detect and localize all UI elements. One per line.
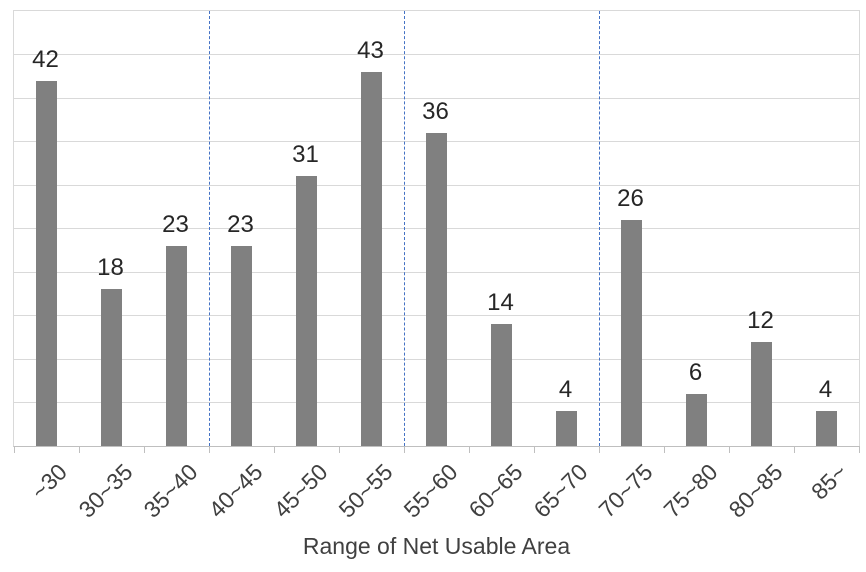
value-label: 31 <box>292 141 319 169</box>
value-label: 4 <box>818 376 833 404</box>
bar <box>491 324 512 446</box>
value-label: 12 <box>747 306 774 334</box>
bar <box>556 411 577 446</box>
x-axis-tick <box>663 446 665 453</box>
bar <box>101 289 122 446</box>
bar <box>426 132 447 446</box>
category-label: 75~80 <box>658 458 723 523</box>
category-label: 55~60 <box>398 458 463 523</box>
category-label: 30~35 <box>73 458 138 523</box>
x-axis-tick <box>728 446 730 453</box>
separator-line <box>208 11 210 446</box>
x-axis-title: Range of Net Usable Area <box>302 533 571 559</box>
x-axis-tick <box>598 446 600 453</box>
bar <box>231 245 252 446</box>
value-label: 42 <box>32 45 59 73</box>
bar <box>816 411 837 446</box>
category-label: 85~ <box>806 458 853 505</box>
bar <box>166 245 187 446</box>
value-label: 18 <box>97 254 124 282</box>
category-label: 65~70 <box>528 458 593 523</box>
gridline <box>14 54 859 55</box>
value-label: 43 <box>357 36 384 64</box>
x-axis-tick <box>468 446 470 453</box>
category-label: 60~65 <box>463 458 528 523</box>
gridline <box>14 97 859 99</box>
value-label: 14 <box>487 289 514 317</box>
category-label: 35~40 <box>138 458 203 523</box>
value-label: 23 <box>227 210 254 238</box>
category-label: 45~50 <box>268 458 333 523</box>
x-axis-tick <box>13 446 15 453</box>
bar <box>621 219 642 446</box>
x-axis-tick <box>858 446 860 453</box>
value-label: 6 <box>688 358 703 386</box>
x-axis-tick <box>78 446 80 453</box>
separator-line <box>598 11 600 446</box>
x-axis-tick <box>533 446 535 453</box>
category-label: 80~85 <box>723 458 788 523</box>
category-label: 50~55 <box>333 458 398 523</box>
x-axis-tick <box>208 446 210 453</box>
value-label: 36 <box>422 97 449 125</box>
value-label: 26 <box>617 184 644 212</box>
bar <box>296 176 317 446</box>
bar <box>361 71 382 446</box>
x-axis-tick <box>273 446 275 453</box>
value-label: 23 <box>162 210 189 238</box>
x-axis-tick <box>143 446 145 453</box>
category-label: ~30 <box>26 458 73 505</box>
category-label: 40~45 <box>203 458 268 523</box>
plot-area: 42 18 23 23 31 43 36 14 4 26 6 12 4 <box>13 10 860 447</box>
separator-line <box>403 11 405 446</box>
x-axis-tick <box>338 446 340 453</box>
x-axis-tick <box>403 446 405 453</box>
value-label: 4 <box>558 376 573 404</box>
x-axis-tick <box>793 446 795 453</box>
category-label: 70~75 <box>593 458 658 523</box>
bar <box>36 80 57 446</box>
bar <box>751 341 772 446</box>
bar <box>686 393 707 446</box>
